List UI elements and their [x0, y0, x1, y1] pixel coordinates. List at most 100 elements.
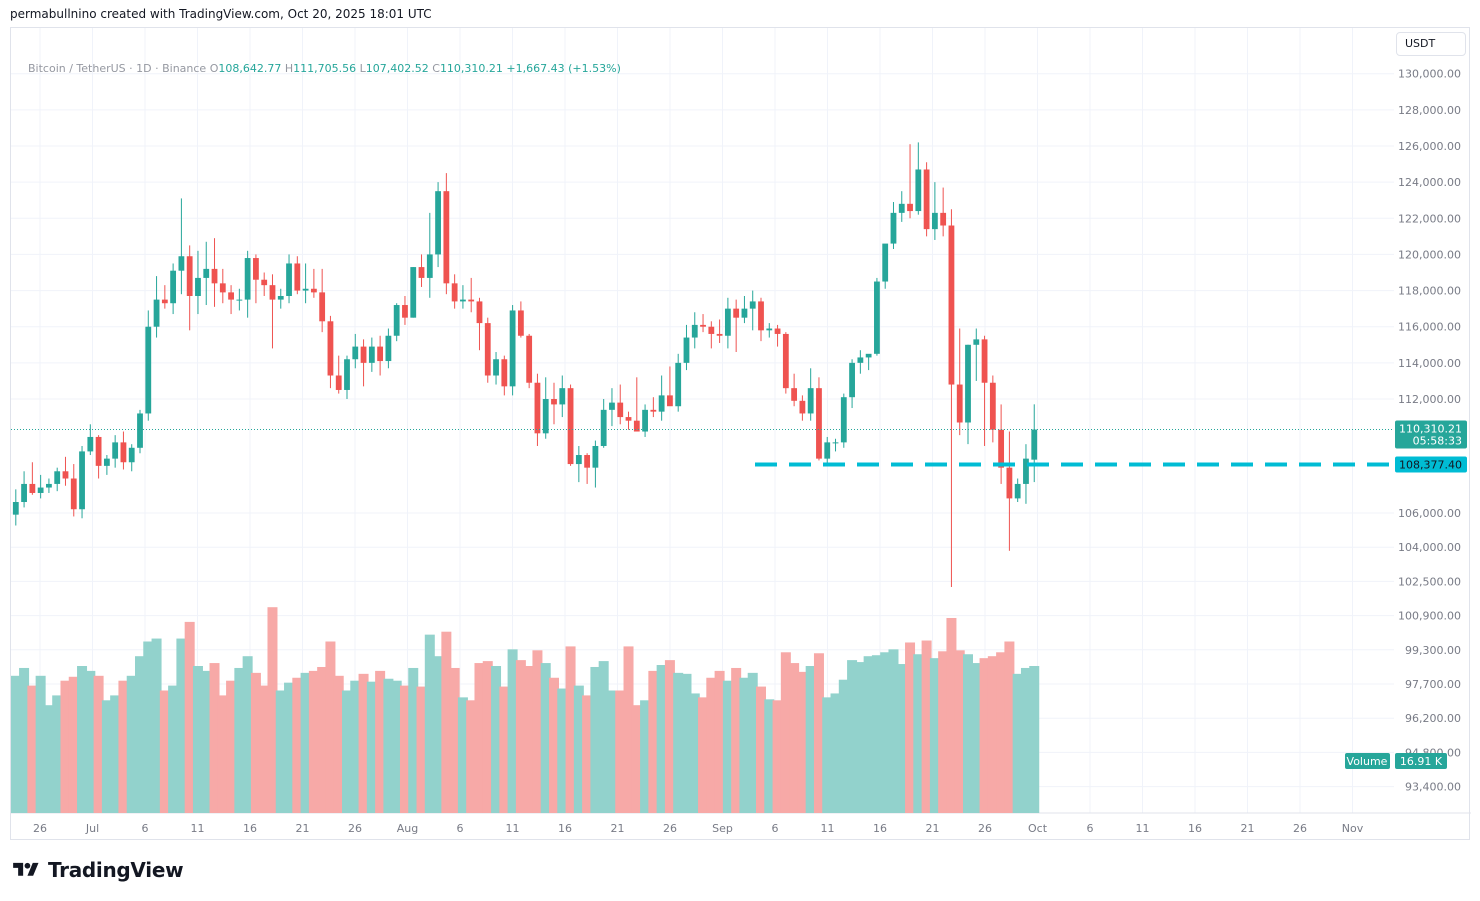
- chart-frame[interactable]: Volume 130,000.00 128,000.00 126,000.00 124…: [10, 27, 1471, 841]
- volume-bar-down: [60, 680, 71, 813]
- volume-bar-up: [557, 688, 568, 813]
- last-price-value: 110,310.21: [1399, 423, 1462, 436]
- volume-bar-up: [391, 680, 402, 813]
- candle-body-up: [460, 299, 466, 302]
- candle-body-down: [443, 191, 450, 284]
- time-axis-label: 11: [506, 822, 520, 835]
- volume-bar-up: [573, 685, 584, 813]
- volume-bar-up: [838, 679, 849, 813]
- volume-bar-up: [590, 666, 601, 813]
- candle-body-down: [95, 436, 102, 466]
- candle-body-down: [294, 263, 301, 291]
- volume-bar-down: [648, 670, 659, 813]
- volume-bar-down: [532, 650, 543, 813]
- volume-bar-down: [731, 667, 742, 813]
- volume-bar-down: [217, 695, 228, 813]
- price-axis-label: 100,900.00: [1398, 610, 1461, 623]
- volume-bar-down: [565, 646, 576, 813]
- price-axis-label: 126,000.00: [1398, 140, 1461, 153]
- volume-bar-up: [143, 641, 154, 813]
- candle-body-up: [741, 308, 748, 318]
- volume-bar-down: [118, 680, 129, 813]
- price-axis-label: 122,000.00: [1398, 212, 1461, 225]
- candle-body-down: [211, 268, 218, 284]
- volume-bar-down: [449, 667, 460, 813]
- volume-bar-up: [855, 662, 866, 813]
- candle-body-up: [766, 328, 773, 331]
- volume-bar-down: [375, 670, 386, 813]
- volume-bar-up: [540, 663, 551, 813]
- volume-bar-up: [822, 697, 833, 813]
- volume-bar-up: [689, 693, 700, 813]
- time-axis-label: Nov: [1342, 822, 1364, 835]
- price-axis-label: 93,400.00: [1405, 781, 1461, 794]
- volume-bar-down: [250, 672, 261, 813]
- volume-bar-down: [813, 653, 824, 813]
- time-axis-label: 21: [1241, 822, 1255, 835]
- time-axis-label: Aug: [397, 822, 418, 835]
- volume-bar-down: [631, 705, 642, 813]
- candle-body-down: [816, 388, 822, 459]
- time-axis-label: 21: [926, 822, 940, 835]
- volume-bar-up: [234, 667, 245, 813]
- time-axis-label: 16: [1188, 822, 1202, 835]
- candle-body-up: [749, 301, 756, 309]
- candle-body-down: [782, 333, 789, 389]
- price-chart[interactable]: Volume 130,000.00 128,000.00 126,000.00 124…: [11, 28, 1471, 841]
- volume-bar-up: [888, 649, 899, 813]
- candle-body-up: [393, 305, 400, 336]
- candle-body-up: [559, 388, 566, 405]
- time-axis-label: 26: [348, 822, 362, 835]
- price-axis: 130,000.00 128,000.00 126,000.00 124,000.00…: [1395, 68, 1467, 794]
- volume-bar-up: [110, 695, 121, 813]
- candle-body-down: [501, 359, 508, 387]
- volume-bar-down: [623, 646, 634, 813]
- volume-bar-up: [606, 690, 617, 813]
- currency-button[interactable]: USDT: [1396, 32, 1466, 56]
- volume-value: 16.91 K: [1400, 755, 1443, 768]
- candle-body-up: [21, 483, 27, 503]
- candle-body-up: [1014, 483, 1021, 499]
- price-axis-label: 120,000.00: [1398, 248, 1461, 261]
- price-axis-label: 128,000.00: [1398, 104, 1461, 117]
- candle-body-up: [277, 295, 284, 300]
- candle-body-up: [145, 326, 152, 414]
- candle-body-down: [633, 420, 640, 432]
- candle-body-up: [874, 281, 880, 354]
- candle-body-down: [799, 400, 806, 414]
- volume-bar-down: [582, 695, 593, 813]
- volume-bar-down: [333, 675, 344, 813]
- volume-bar-down: [996, 652, 1007, 813]
- volume-bar-up: [101, 700, 112, 813]
- candle-body-up: [195, 277, 201, 296]
- candle-body-down: [377, 346, 384, 362]
- last-price-tag: [1395, 420, 1467, 449]
- volume-bar-up: [1029, 666, 1040, 813]
- support-tag: [1395, 456, 1467, 473]
- volume-bar-down: [267, 607, 278, 813]
- volume-bar-up: [640, 700, 651, 813]
- tradingview-logo[interactable]: TradingView: [10, 858, 184, 882]
- candle-body-up: [915, 169, 922, 212]
- candle-body-down: [998, 429, 1005, 468]
- volume-bar-down: [772, 700, 783, 813]
- candle-body-down: [534, 382, 541, 434]
- candle-body-up: [542, 399, 549, 434]
- candle-body-down: [758, 301, 764, 331]
- volume-bar-up: [201, 670, 212, 813]
- candle-body-up: [112, 442, 119, 459]
- volume-bar-down: [259, 685, 270, 813]
- volume-bar-up: [747, 672, 758, 813]
- candle-body-down: [219, 283, 226, 293]
- candle-body-up: [410, 267, 417, 318]
- candle-body-up: [965, 344, 971, 423]
- candle-body-up: [137, 413, 143, 448]
- volume-bar-up: [242, 656, 253, 813]
- chart-credit: permabullnino created with TradingView.c…: [10, 7, 432, 21]
- volume-bar-down: [399, 685, 410, 813]
- candle-body-up: [286, 263, 292, 296]
- candle-body-up: [509, 310, 516, 387]
- candle-body-up: [153, 299, 160, 327]
- volume-bar-down: [93, 675, 104, 813]
- volume-bar-down: [68, 676, 79, 813]
